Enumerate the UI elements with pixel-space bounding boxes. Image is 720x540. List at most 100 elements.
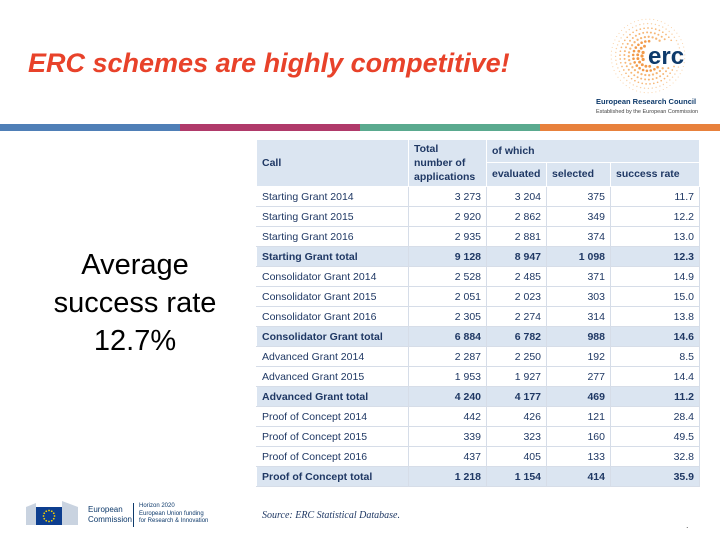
cell-call: Proof of Concept 2014 bbox=[256, 406, 409, 427]
logo-dot bbox=[647, 87, 650, 90]
stripe-blue bbox=[0, 124, 180, 131]
logo-dot bbox=[647, 35, 650, 38]
logo-dot bbox=[651, 87, 653, 89]
cell-total-applications: 437 bbox=[408, 446, 487, 467]
logo-dot bbox=[623, 50, 626, 53]
logo-dot bbox=[639, 91, 641, 93]
logo-dot bbox=[656, 81, 659, 84]
logo-dot bbox=[677, 76, 679, 78]
logo-dot bbox=[677, 66, 680, 68]
logo-dot bbox=[653, 32, 656, 35]
logo-dot bbox=[611, 46, 613, 48]
header-success-rate: success rate bbox=[609, 161, 701, 188]
logo-dot bbox=[625, 31, 627, 33]
logo-dot bbox=[611, 62, 613, 64]
logo-dot bbox=[666, 81, 668, 84]
logo-dot bbox=[627, 51, 631, 54]
logo-dot bbox=[649, 83, 651, 85]
cell-selected: 303 bbox=[546, 286, 611, 307]
table-row-total: Starting Grant total 9 128 8 947 1 098 12.3 bbox=[256, 246, 701, 267]
logo-dot bbox=[615, 73, 617, 75]
logo-dot bbox=[635, 25, 637, 27]
eu-star bbox=[42, 515, 45, 517]
logo-dot bbox=[641, 50, 645, 55]
logo-dot bbox=[620, 37, 622, 39]
eu-star bbox=[43, 512, 46, 515]
logo-dot bbox=[641, 57, 645, 62]
logo-dot bbox=[627, 55, 630, 58]
logo-dot bbox=[651, 73, 655, 76]
logo-dot bbox=[645, 18, 647, 20]
logo-dot bbox=[632, 89, 634, 91]
cell-call: Consolidator Grant 2014 bbox=[256, 266, 409, 287]
logo-dot bbox=[615, 59, 617, 61]
logo-dot bbox=[651, 36, 654, 39]
footer-divider bbox=[133, 503, 134, 527]
logo-dot bbox=[615, 51, 617, 54]
logo-dot bbox=[683, 50, 686, 52]
logo-dot bbox=[610, 50, 613, 52]
cell-evaluated: 2 274 bbox=[486, 306, 547, 327]
logo-dot bbox=[643, 23, 645, 25]
logo-dot bbox=[618, 40, 620, 42]
logo-dot bbox=[669, 84, 671, 87]
logo-dot bbox=[626, 42, 629, 45]
stripe-green bbox=[360, 124, 540, 131]
logo-dot bbox=[621, 42, 624, 45]
eu-star bbox=[48, 520, 50, 523]
logo-dot bbox=[636, 90, 638, 92]
cell-total-applications: 2 305 bbox=[408, 306, 487, 327]
table-row: Proof of Concept 2014 442 426 121 28.4 bbox=[256, 406, 701, 427]
logo-dot bbox=[641, 68, 645, 72]
logo-dot bbox=[645, 69, 649, 73]
logo-dot bbox=[652, 82, 655, 85]
logo-dot bbox=[672, 82, 674, 84]
cell-evaluated: 323 bbox=[486, 426, 547, 447]
logo-dot bbox=[637, 19, 639, 22]
eu-star bbox=[52, 512, 55, 515]
logo-dot bbox=[630, 22, 632, 24]
logo-dot bbox=[681, 69, 683, 71]
logo-dot bbox=[649, 31, 652, 34]
cell-success-rate: 49.5 bbox=[609, 426, 701, 447]
logo-dot bbox=[629, 47, 632, 50]
cell-evaluated: 2 862 bbox=[486, 206, 547, 227]
cell-total-applications: 2 051 bbox=[408, 286, 487, 307]
logo-dot bbox=[612, 43, 614, 45]
logo-dot bbox=[629, 82, 631, 84]
logo-dot bbox=[633, 68, 637, 72]
logo-dot bbox=[647, 78, 650, 81]
logo-dot bbox=[636, 76, 639, 79]
logo-dot bbox=[627, 68, 630, 71]
eu-stars-icon bbox=[42, 509, 56, 523]
logo-dot bbox=[620, 46, 623, 49]
table-row: Advanced Grant 2015 1 953 1 927 277 14.4 bbox=[256, 366, 701, 387]
logo-dot bbox=[625, 72, 627, 75]
ec-building-icon bbox=[26, 501, 78, 525]
logo-dot bbox=[667, 24, 669, 26]
logo-dot bbox=[679, 51, 681, 53]
cell-evaluated: 8 947 bbox=[486, 246, 547, 267]
logo-dot bbox=[622, 69, 625, 71]
cell-evaluated: 6 782 bbox=[486, 326, 547, 347]
cell-call: Consolidator Grant 2015 bbox=[256, 286, 409, 307]
table-row: Starting Grant 2014 3 273 3 204 375 11.7 bbox=[256, 186, 701, 207]
logo-dot bbox=[613, 69, 615, 71]
stripe-magenta bbox=[180, 124, 360, 131]
logo-dot bbox=[643, 44, 646, 48]
logo-dot bbox=[615, 47, 618, 50]
logo-dot bbox=[659, 90, 661, 92]
logo-dot bbox=[678, 62, 681, 65]
cell-total-applications: 1 218 bbox=[408, 466, 487, 487]
logo-dot bbox=[680, 39, 682, 41]
logo-dot bbox=[665, 28, 667, 30]
cell-evaluated: 2 881 bbox=[486, 226, 547, 247]
logo-dot bbox=[655, 71, 658, 75]
logo-dot bbox=[655, 86, 657, 89]
success-rate-table: Call Total number of applications of whi… bbox=[256, 139, 701, 487]
cell-success-rate: 13.0 bbox=[609, 226, 701, 247]
cell-total-applications: 442 bbox=[408, 406, 487, 427]
logo-dot bbox=[669, 72, 671, 75]
logo-dot bbox=[640, 54, 644, 58]
logo-dot bbox=[620, 74, 623, 76]
